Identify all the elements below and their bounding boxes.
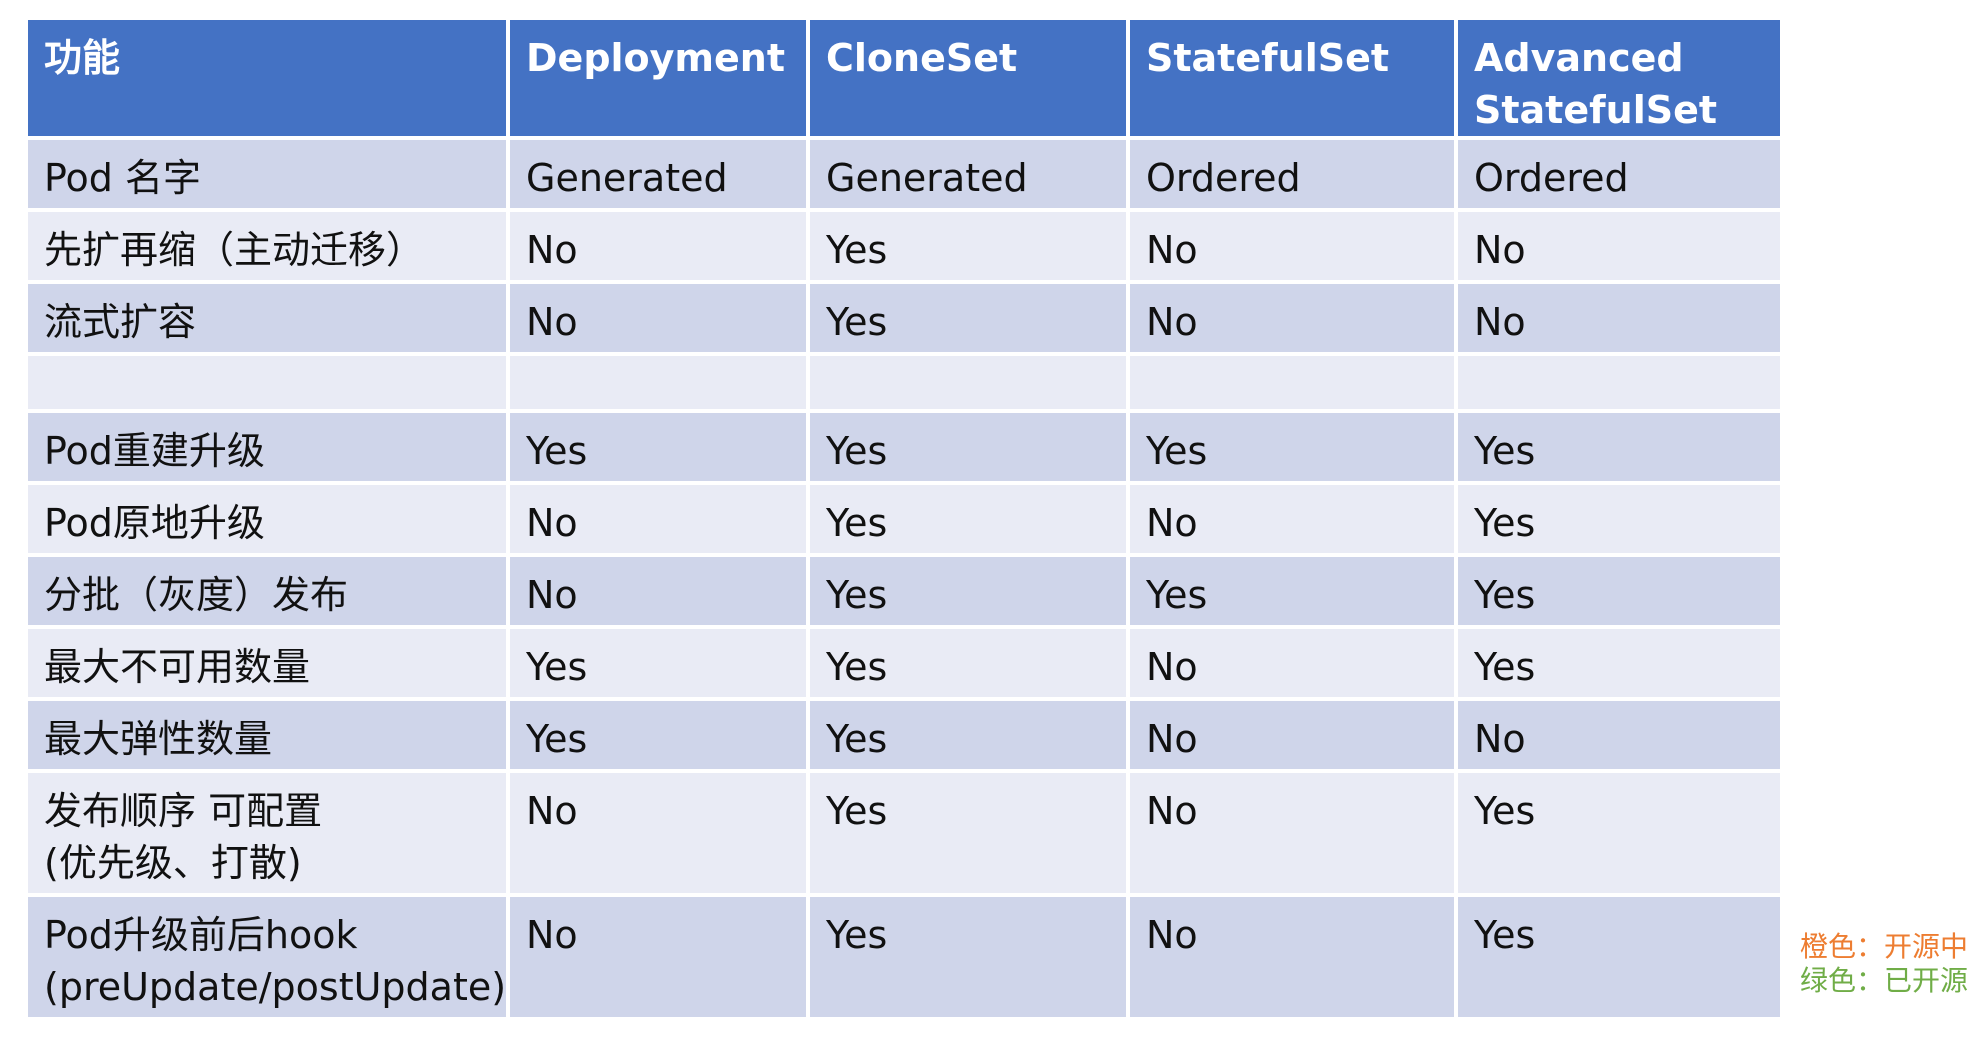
table-row: 最大弹性数量 Yes Yes No No <box>24 697 1784 773</box>
value-cell: Yes <box>1454 893 1784 1021</box>
value-cell: Ordered <box>1126 136 1458 212</box>
value-cell <box>506 352 810 413</box>
header-advanced-statefulset: Advanced StatefulSet <box>1454 16 1784 140</box>
table-row: 最大不可用数量 Yes Yes No Yes <box>24 625 1784 701</box>
value-cell <box>1126 352 1458 413</box>
feature-cell: 最大不可用数量 <box>24 625 510 701</box>
table-row: Pod升级前后hook (preUpdate/postUpdate) No Yes N… <box>24 893 1784 1021</box>
value-cell: No <box>506 280 810 356</box>
color-legend: 橙色：开源中 绿色：已开源 <box>1800 930 1968 998</box>
value-cell: No <box>506 769 810 897</box>
value-cell: No <box>1454 280 1784 356</box>
table-row: 发布顺序 可配置 (优先级、打散) No Yes No Yes <box>24 769 1784 897</box>
value-cell <box>806 352 1130 413</box>
feature-cell: 发布顺序 可配置 (优先级、打散) <box>24 769 510 897</box>
value-cell: Yes <box>806 553 1130 629</box>
header-deployment: Deployment <box>506 16 810 140</box>
table-row: 先扩再缩（主动迁移） No Yes No No <box>24 208 1784 284</box>
value-cell: No <box>1126 208 1458 284</box>
header-feature: 功能 <box>24 16 510 140</box>
value-cell: No <box>1126 625 1458 701</box>
feature-comparison-table: 功能 Deployment CloneSet StatefulSet Advanced … <box>24 16 1784 1021</box>
feature-cell: 先扩再缩（主动迁移） <box>24 208 510 284</box>
value-cell: Yes <box>1126 553 1458 629</box>
value-cell: Yes <box>806 893 1130 1021</box>
value-cell: No <box>506 208 810 284</box>
value-cell: No <box>506 893 810 1021</box>
value-cell: Generated <box>806 136 1130 212</box>
value-cell: Yes <box>806 481 1130 557</box>
value-cell: Yes <box>806 697 1130 773</box>
table-row: Pod原地升级 No Yes No Yes <box>24 481 1784 557</box>
value-cell: No <box>1126 769 1458 897</box>
value-cell: No <box>506 553 810 629</box>
value-cell: No <box>1126 481 1458 557</box>
table-row: Pod 名字 Generated Generated Ordered Ordered <box>24 136 1784 212</box>
value-cell: Yes <box>506 697 810 773</box>
table-row: Pod重建升级 Yes Yes Yes Yes <box>24 409 1784 485</box>
value-cell: Yes <box>1454 409 1784 485</box>
value-cell: No <box>1126 280 1458 356</box>
value-cell: Yes <box>806 409 1130 485</box>
value-cell: Yes <box>1454 625 1784 701</box>
value-cell: No <box>1126 893 1458 1021</box>
table-row: 分批（灰度）发布 No Yes Yes Yes <box>24 553 1784 629</box>
value-cell: Yes <box>506 409 810 485</box>
legend-item: 橙色：开源中 <box>1800 930 1969 963</box>
feature-cell: 最大弹性数量 <box>24 697 510 773</box>
table-row: 流式扩容 No Yes No No <box>24 280 1784 356</box>
value-cell: Yes <box>806 625 1130 701</box>
feature-cell: 分批（灰度）发布 <box>24 553 510 629</box>
value-cell: Yes <box>806 208 1130 284</box>
value-cell: No <box>1454 697 1784 773</box>
value-cell: Ordered <box>1454 136 1784 212</box>
header-statefulset: StatefulSet <box>1126 16 1458 140</box>
value-cell <box>1454 352 1784 413</box>
value-cell: Yes <box>1454 769 1784 897</box>
table-body: Pod 名字 Generated Generated Ordered Ordered 先扩… <box>24 136 1784 1021</box>
value-cell: Yes <box>1126 409 1458 485</box>
feature-cell: Pod升级前后hook (preUpdate/postUpdate) <box>24 893 510 1021</box>
feature-cell: Pod原地升级 <box>24 481 510 557</box>
legend-item: 绿色：已开源 <box>1800 964 1969 997</box>
value-cell: Yes <box>506 625 810 701</box>
table-row <box>24 352 1784 413</box>
value-cell: Yes <box>1454 481 1784 557</box>
value-cell: Generated <box>506 136 810 212</box>
value-cell: Yes <box>806 280 1130 356</box>
feature-cell: Pod重建升级 <box>24 409 510 485</box>
value-cell: No <box>506 481 810 557</box>
value-cell: Yes <box>806 769 1130 897</box>
feature-cell: 流式扩容 <box>24 280 510 356</box>
value-cell: No <box>1126 697 1458 773</box>
value-cell: No <box>1454 208 1784 284</box>
feature-cell: Pod 名字 <box>24 136 510 212</box>
header-cloneset: CloneSet <box>806 16 1130 140</box>
value-cell: Yes <box>1454 553 1784 629</box>
feature-cell <box>24 352 510 413</box>
table-header-row: 功能 Deployment CloneSet StatefulSet Advanced … <box>24 16 1784 140</box>
